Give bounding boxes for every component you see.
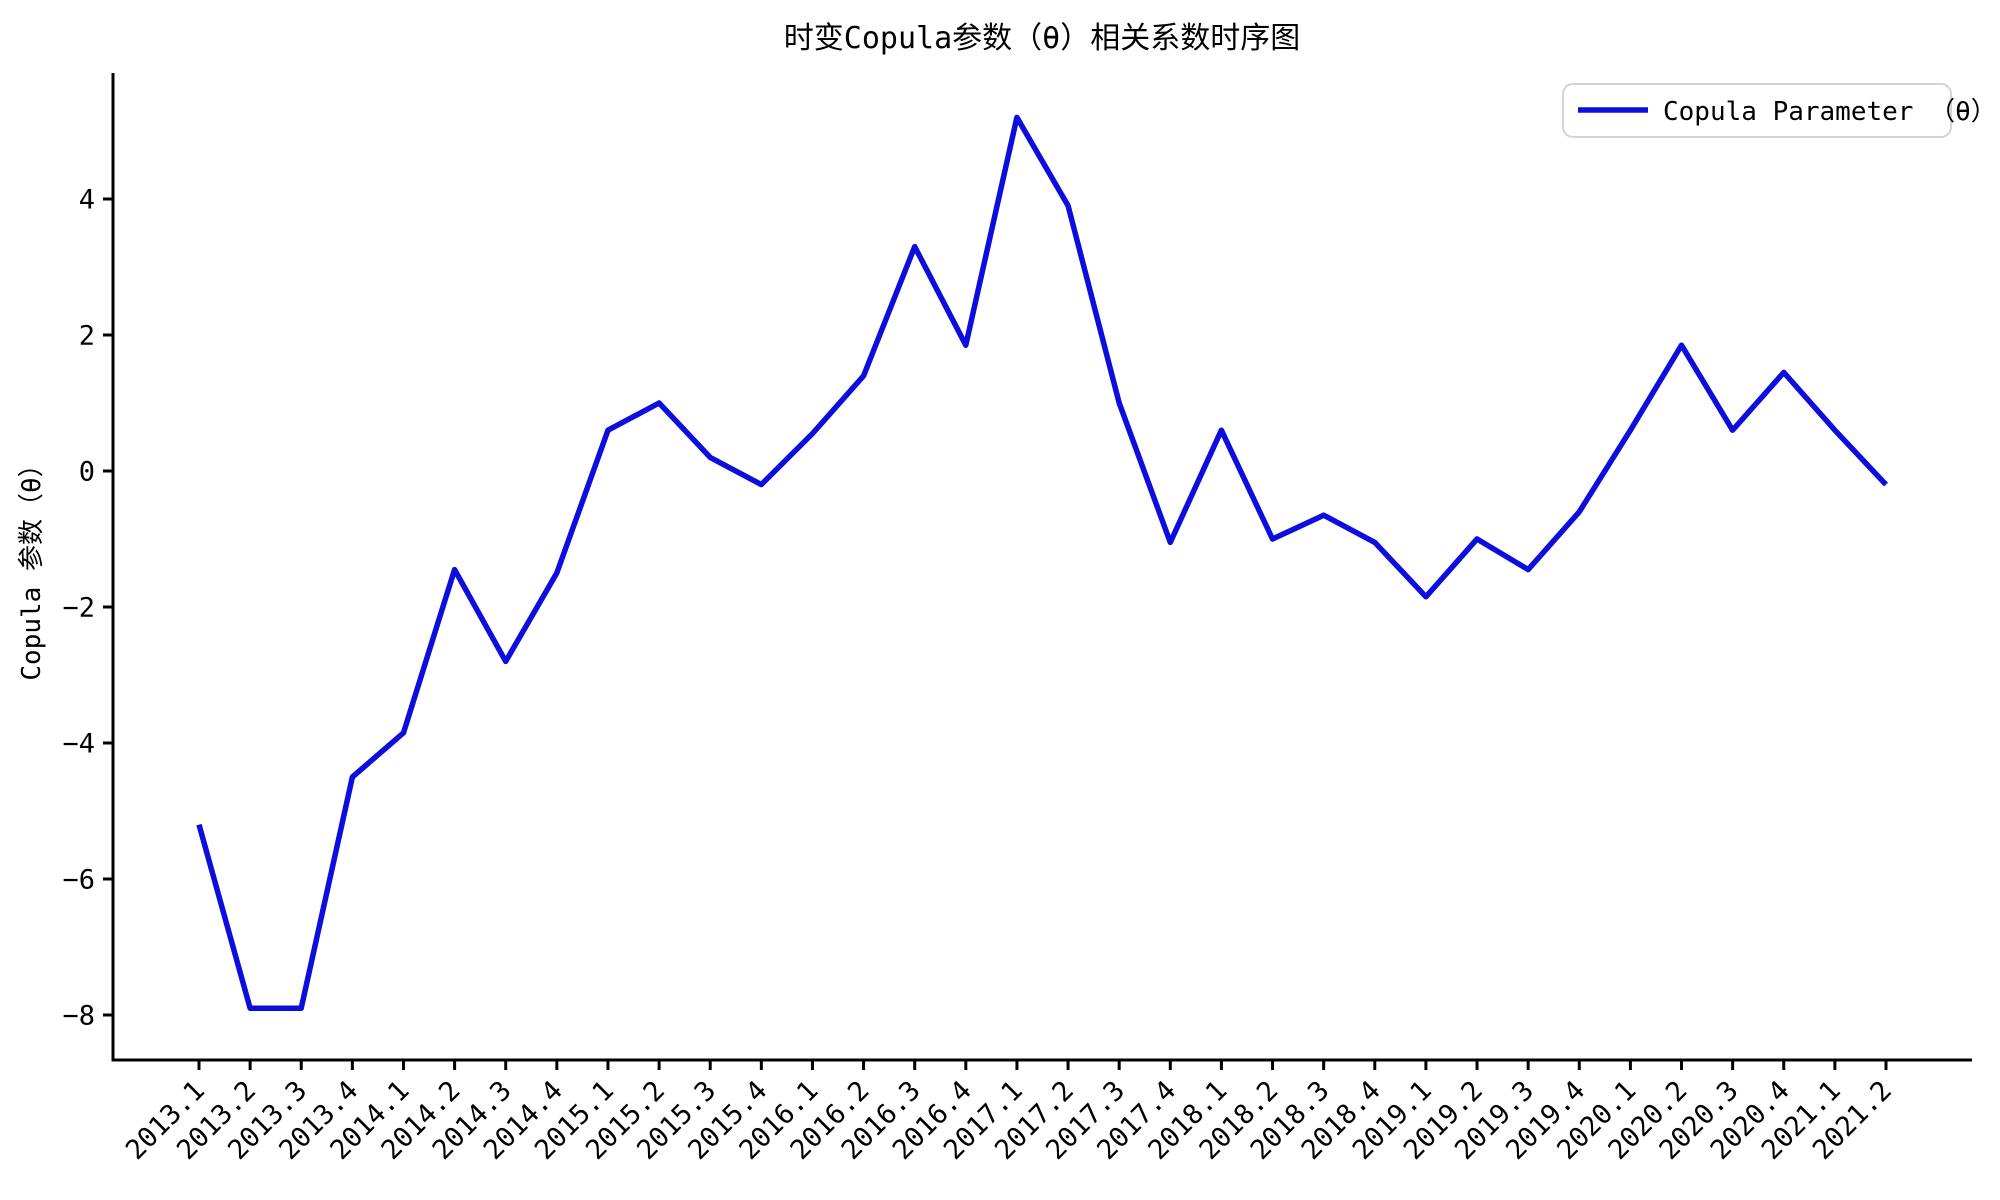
y-tick-label: 4 <box>79 185 95 216</box>
y-axis-ticks: 4 2 0 −2 −4 −6 −8 <box>62 185 113 1032</box>
copula-parameter-line <box>196 114 1889 1011</box>
y-tick-label: −6 <box>62 865 95 896</box>
y-tick-label: 2 <box>79 321 95 352</box>
y-tick-label: −2 <box>62 593 95 624</box>
y-tick-label: −4 <box>62 729 95 760</box>
data-series <box>196 114 1889 1011</box>
legend-box <box>1562 83 1952 138</box>
y-axis-label: Copula 参数（θ） <box>17 451 47 680</box>
legend-label: Copula Parameter （θ） <box>1663 97 1997 127</box>
x-axis-ticks: 2013.12013.22013.32013.42014.12014.22014… <box>120 1060 1898 1166</box>
y-tick-label: 0 <box>79 457 95 488</box>
chart-title: 时变Copula参数（θ）相关系数时序图 <box>784 21 1300 56</box>
legend: Copula Parameter （θ） <box>1562 83 1997 138</box>
y-tick-label: −8 <box>62 1001 95 1032</box>
